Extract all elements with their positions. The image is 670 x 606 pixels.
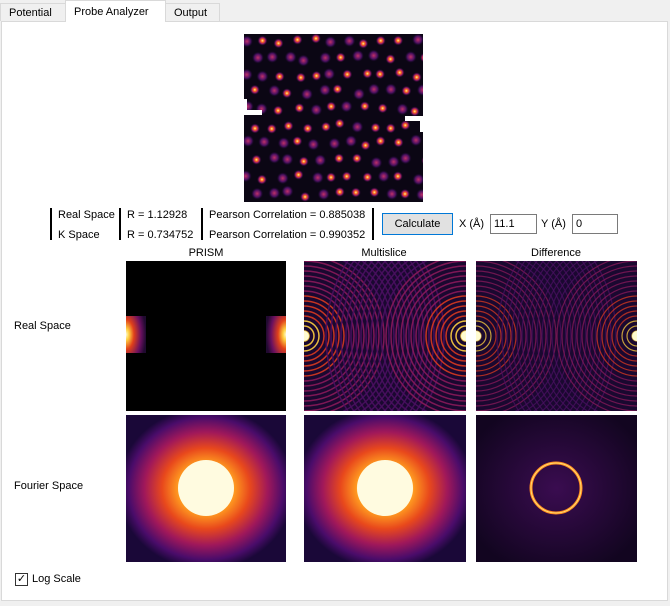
prism-real-space-image	[126, 261, 286, 411]
real-pearson-value: Pearson Correlation = 0.885038	[209, 209, 366, 221]
tab-probe-analyzer[interactable]: Probe Analyzer	[65, 0, 166, 22]
calculate-button[interactable]: Calculate	[382, 213, 453, 235]
multislice-real-space-image	[304, 261, 466, 411]
col-header-prism: PRISM	[188, 247, 224, 259]
stats-divider	[119, 208, 121, 240]
difference-fourier-svg	[476, 415, 637, 562]
col-header-multislice: Multislice	[361, 247, 407, 259]
row-label-real-space: Real Space	[14, 320, 71, 332]
log-scale-label: Log Scale	[32, 573, 81, 585]
stats-real-space-label: Real Space	[58, 209, 115, 221]
log-scale-checkbox[interactable]: ✓	[15, 573, 28, 586]
k-pearson-value: Pearson Correlation = 0.990352	[209, 229, 366, 241]
potential-preview-svg	[244, 34, 423, 202]
difference-real-space-image	[476, 261, 637, 411]
y-input[interactable]	[572, 214, 618, 234]
x-input[interactable]	[490, 214, 537, 234]
multislice-fourier-svg	[304, 415, 466, 562]
tab-label: Potential	[9, 7, 52, 19]
difference-real-svg	[476, 261, 637, 411]
col-header-difference: Difference	[531, 247, 581, 259]
probe-analyzer-panel: Real Space K Space R = 1.12928 R = 0.734…	[1, 21, 668, 601]
potential-preview-image	[244, 34, 423, 202]
stats-divider	[50, 208, 52, 240]
tab-label: Output	[174, 7, 208, 19]
tab-potential[interactable]: Potential	[0, 3, 66, 21]
stats-divider	[201, 208, 203, 240]
k-r-value: R = 0.734752	[127, 229, 194, 241]
real-r-value: R = 1.12928	[127, 209, 188, 221]
stats-divider	[372, 208, 374, 240]
tab-output[interactable]: Output	[165, 3, 220, 21]
row-label-fourier-space: Fourier Space	[14, 480, 84, 492]
prism-real-svg	[126, 316, 286, 353]
tab-bar: Potential Probe Analyzer Output	[0, 0, 670, 22]
difference-fourier-space-image	[476, 415, 637, 562]
multislice-real-svg	[304, 261, 466, 411]
x-label: X (Å)	[459, 218, 485, 230]
y-label: Y (Å)	[541, 218, 566, 230]
tab-label: Probe Analyzer	[74, 6, 149, 18]
prism-fourier-svg	[126, 415, 286, 562]
multislice-fourier-space-image	[304, 415, 466, 562]
stats-k-space-label: K Space	[58, 229, 100, 241]
prism-fourier-space-image	[126, 415, 286, 562]
